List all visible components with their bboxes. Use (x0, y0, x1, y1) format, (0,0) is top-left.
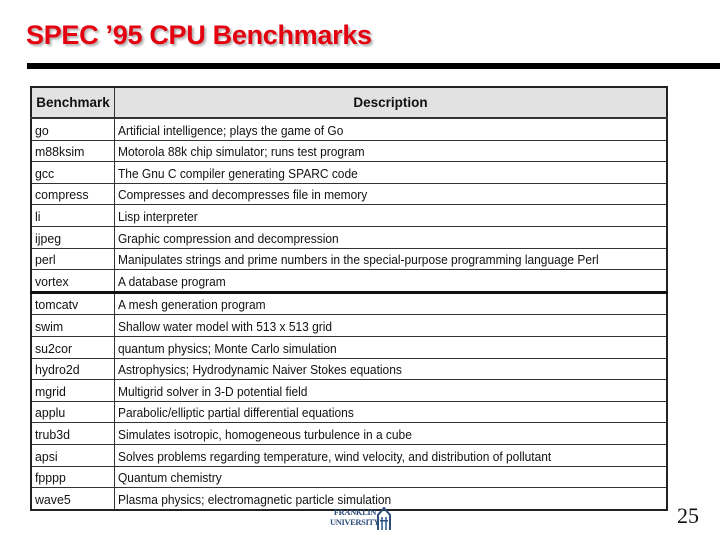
table-row: li Lisp interpreter (30, 204, 668, 227)
benchmark-name: apsi (35, 448, 58, 464)
table-row: compress Compresses and decompresses file… (30, 182, 668, 206)
benchmark-description: Multigrid solver in 3-D potential field (118, 383, 308, 399)
table-row: trub3d Simulates isotropic, homogeneous t… (30, 422, 668, 445)
benchmark-name: fpppp (35, 470, 66, 486)
franklin-university-logo-icon (377, 507, 391, 530)
table-row: hydro2d Astrophysics; Hydrodynamic Naiver… (30, 357, 668, 381)
benchmark-description: Plasma physics; electromagnetic particle… (118, 491, 392, 507)
title-underline-divider (27, 63, 720, 69)
benchmark-name: li (35, 208, 41, 224)
table-row: su2cor quantum physics; Monte Carlo simul… (30, 335, 668, 359)
slide-title: SPEC ’95 CPU Benchmarks (26, 20, 372, 50)
benchmark-description: Solves problems regarding temperature, w… (118, 448, 552, 464)
column-header-description: Description (114, 86, 668, 119)
table-header-row: Benchmark Description (30, 86, 668, 119)
benchmark-name: wave5 (35, 491, 71, 507)
table-row: tomcatv A mesh generation program (30, 290, 668, 316)
table-row: m88ksim Motorola 88k chip simulator; runs… (30, 139, 668, 163)
table-row: applu Parabolic/elliptic partial differen… (30, 400, 668, 424)
table-row: wave5 Plasma physics; electromagnetic par… (30, 487, 668, 511)
benchmark-name: go (35, 122, 49, 138)
benchmark-name: su2cor (35, 340, 73, 356)
benchmark-description: The Gnu C compiler generating SPARC code (118, 165, 358, 181)
table-row: perl Manipulates strings and prime number… (30, 247, 668, 271)
benchmark-name: mgrid (35, 383, 66, 399)
benchmark-table: Benchmark Description go Artificial intel… (30, 86, 668, 511)
benchmark-description: Manipulates strings and prime numbers in… (118, 252, 599, 268)
logo-wordmark: FRANKLIN UNIVERSITY (330, 507, 380, 527)
benchmark-description: Parabolic/elliptic partial differential … (118, 405, 354, 421)
benchmark-description: A mesh generation program (118, 297, 266, 313)
benchmark-name: compress (35, 187, 89, 203)
benchmark-description: A database program (118, 273, 226, 289)
table-row: vortex A database program (30, 269, 668, 293)
benchmark-description: Graphic compression and decompression (118, 230, 339, 246)
franklin-university-logo: FRANKLIN UNIVERSITY (330, 507, 392, 530)
benchmark-description: Simulates isotropic, homogeneous turbule… (118, 426, 412, 442)
table-row: ijpeg Graphic compression and decompressi… (30, 225, 668, 249)
column-header-benchmark: Benchmark (30, 86, 115, 119)
benchmark-name: perl (35, 252, 56, 268)
benchmark-name: tomcatv (35, 297, 79, 313)
benchmark-name: vortex (35, 273, 69, 289)
benchmark-name: applu (35, 405, 66, 421)
table-row: swim Shallow water model with 513 x 513 g… (30, 314, 668, 337)
benchmark-description: Lisp interpreter (118, 208, 198, 224)
benchmark-name: swim (35, 318, 64, 334)
table-row: fpppp Quantum chemistry (30, 465, 668, 489)
table-row: go Artificial intelligence; plays the gam… (30, 117, 668, 141)
benchmark-description: Shallow water model with 513 x 513 grid (118, 318, 333, 334)
benchmark-description: Compresses and decompresses file in memo… (118, 187, 368, 203)
benchmark-description: quantum physics; Monte Carlo simulation (118, 340, 337, 356)
benchmark-name: ijpeg (35, 230, 62, 246)
table-row: apsi Solves problems regarding temperatur… (30, 443, 668, 467)
benchmark-name: m88ksim (35, 144, 85, 160)
benchmark-name: hydro2d (35, 362, 80, 378)
benchmark-name: trub3d (35, 426, 71, 442)
table-row: mgrid Multigrid solver in 3-D potential f… (30, 379, 668, 402)
benchmark-description: Artificial intelligence; plays the game … (118, 122, 344, 138)
benchmark-description: Astrophysics; Hydrodynamic Naiver Stokes… (118, 362, 402, 378)
benchmark-description: Motorola 88k chip simulator; runs test p… (118, 144, 365, 160)
benchmark-name: gcc (35, 165, 55, 181)
benchmark-description: Quantum chemistry (118, 470, 222, 486)
table-row: gcc The Gnu C compiler generating SPARC c… (30, 161, 668, 184)
page-number: 25 (677, 503, 699, 528)
